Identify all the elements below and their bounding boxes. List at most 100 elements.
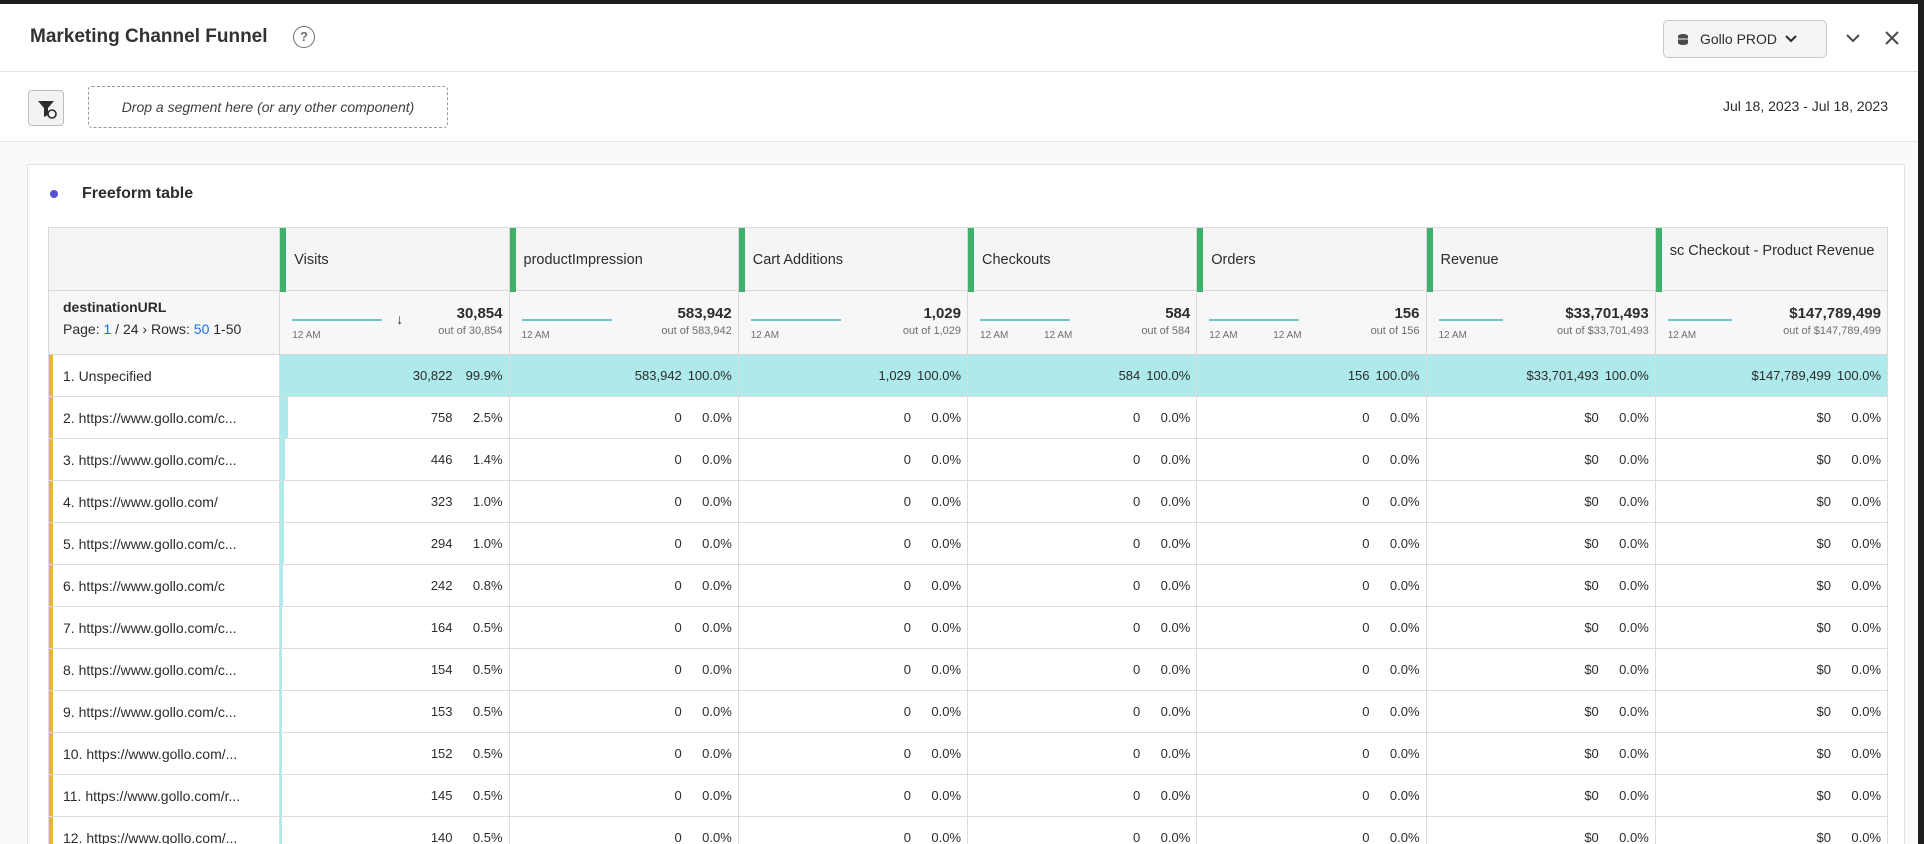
table-row[interactable]: 7. https://www.gollo.com/c... 164 0.5% 0 0.0… bbox=[48, 607, 1888, 649]
table-row[interactable]: 5. https://www.gollo.com/c... 294 1.0% 0 0.0… bbox=[48, 523, 1888, 565]
cell-checkouts[interactable]: 0 0.0% bbox=[968, 439, 1198, 480]
cell-revenue[interactable]: $0 0.0% bbox=[1427, 691, 1656, 732]
cell-orders[interactable]: 0 0.0% bbox=[1197, 649, 1427, 690]
column-header-cart-additions[interactable]: Cart Additions bbox=[738, 228, 968, 292]
cell-revenue[interactable]: $0 0.0% bbox=[1427, 649, 1656, 690]
row-dimension-item[interactable]: 7. https://www.gollo.com/c... bbox=[49, 607, 281, 648]
cell-orders[interactable]: 0 0.0% bbox=[1197, 817, 1427, 844]
dimension-name[interactable]: destinationURL bbox=[63, 299, 167, 315]
table-row[interactable]: 6. https://www.gollo.com/c 242 0.8% 0 0.0% 0 0… bbox=[48, 565, 1888, 607]
table-row[interactable]: 9. https://www.gollo.com/c... 153 0.5% 0 0.0… bbox=[48, 691, 1888, 733]
drag-handle-icon[interactable] bbox=[280, 228, 287, 292]
row-dimension-item[interactable]: 11. https://www.gollo.com/r... bbox=[49, 775, 281, 816]
cell-sc-checkout-product-revenue[interactable]: $0 0.0% bbox=[1656, 397, 1887, 438]
cell-visits[interactable]: 145 0.5% bbox=[280, 775, 510, 816]
cell-cart-additions[interactable]: 0 0.0% bbox=[739, 481, 969, 522]
date-range[interactable]: Jul 18, 2023 - Jul 18, 2023 bbox=[1722, 98, 1888, 114]
cell-visits[interactable]: 140 0.5% bbox=[280, 817, 510, 844]
segment-filter-button[interactable] bbox=[28, 90, 64, 126]
cell-checkouts[interactable]: 0 0.0% bbox=[968, 397, 1198, 438]
cell-productimpression[interactable]: 0 0.0% bbox=[510, 397, 739, 438]
cell-sc-checkout-product-revenue[interactable]: $0 0.0% bbox=[1656, 691, 1887, 732]
cell-productimpression[interactable]: 583,942 100.0% bbox=[509, 355, 739, 396]
drag-handle-icon[interactable] bbox=[509, 228, 516, 292]
cell-productimpression[interactable]: 0 0.0% bbox=[510, 481, 739, 522]
table-row[interactable]: 11. https://www.gollo.com/r... 145 0.5% 0 0.… bbox=[48, 775, 1888, 817]
cell-revenue[interactable]: $0 0.0% bbox=[1427, 565, 1656, 606]
cell-cart-additions[interactable]: 0 0.0% bbox=[739, 817, 969, 844]
cell-sc-checkout-product-revenue[interactable]: $0 0.0% bbox=[1656, 439, 1887, 480]
cell-productimpression[interactable]: 0 0.0% bbox=[510, 691, 739, 732]
row-dimension-item[interactable]: 3. https://www.gollo.com/c... bbox=[49, 439, 281, 480]
column-header-orders[interactable]: Orders bbox=[1197, 228, 1427, 292]
cell-sc-checkout-product-revenue[interactable]: $0 0.0% bbox=[1656, 817, 1887, 844]
cell-orders[interactable]: 0 0.0% bbox=[1197, 691, 1427, 732]
column-header-revenue[interactable]: Revenue bbox=[1426, 228, 1656, 292]
drag-handle-icon[interactable] bbox=[1197, 228, 1204, 292]
drag-handle-icon[interactable] bbox=[1655, 228, 1662, 292]
cell-checkouts[interactable]: 0 0.0% bbox=[968, 649, 1198, 690]
visualization-title[interactable]: Freeform table bbox=[82, 185, 194, 202]
row-dimension-item[interactable]: 5. https://www.gollo.com/c... bbox=[49, 523, 281, 564]
cell-productimpression[interactable]: 0 0.0% bbox=[510, 523, 739, 564]
column-header-productimpression[interactable]: productImpression bbox=[509, 228, 739, 292]
cell-orders[interactable]: 0 0.0% bbox=[1197, 565, 1427, 606]
cell-revenue[interactable]: $0 0.0% bbox=[1427, 481, 1656, 522]
cell-checkouts[interactable]: 584 100.0% bbox=[968, 355, 1198, 396]
cell-sc-checkout-product-revenue[interactable]: $0 0.0% bbox=[1656, 649, 1887, 690]
cell-cart-additions[interactable]: 0 0.0% bbox=[739, 397, 969, 438]
cell-revenue[interactable]: $0 0.0% bbox=[1427, 397, 1656, 438]
cell-revenue[interactable]: $0 0.0% bbox=[1427, 733, 1656, 774]
cell-orders[interactable]: 0 0.0% bbox=[1197, 775, 1427, 816]
page-number-input[interactable]: 1 bbox=[103, 321, 112, 337]
sort-descending-icon[interactable]: ↓ bbox=[396, 311, 404, 327]
cell-visits[interactable]: 153 0.5% bbox=[280, 691, 510, 732]
cell-orders[interactable]: 0 0.0% bbox=[1197, 523, 1427, 564]
row-dimension-item[interactable]: 2. https://www.gollo.com/c... bbox=[49, 397, 281, 438]
table-row[interactable]: 10. https://www.gollo.com/... 152 0.5% 0 0.0… bbox=[48, 733, 1888, 775]
cell-visits[interactable]: 294 1.0% bbox=[280, 523, 510, 564]
collapse-chevron-icon[interactable] bbox=[1843, 28, 1863, 48]
cell-orders[interactable]: 0 0.0% bbox=[1197, 607, 1427, 648]
cell-revenue[interactable]: $0 0.0% bbox=[1427, 607, 1656, 648]
cell-cart-additions[interactable]: 0 0.0% bbox=[739, 607, 969, 648]
next-page-icon[interactable]: › bbox=[142, 321, 148, 337]
cell-productimpression[interactable]: 0 0.0% bbox=[510, 817, 739, 844]
table-row[interactable]: 2. https://www.gollo.com/c... 758 2.5% 0 0.0… bbox=[48, 397, 1888, 439]
cell-sc-checkout-product-revenue[interactable]: $0 0.0% bbox=[1656, 607, 1887, 648]
row-dimension-item[interactable]: 1. Unspecified bbox=[49, 355, 281, 396]
cell-checkouts[interactable]: 0 0.0% bbox=[968, 607, 1198, 648]
cell-visits[interactable]: 154 0.5% bbox=[280, 649, 510, 690]
cell-visits[interactable]: 758 2.5% bbox=[280, 397, 510, 438]
cell-checkouts[interactable]: 0 0.0% bbox=[968, 817, 1198, 844]
cell-visits[interactable]: 164 0.5% bbox=[280, 607, 510, 648]
cell-revenue[interactable]: $0 0.0% bbox=[1427, 439, 1656, 480]
cell-productimpression[interactable]: 0 0.0% bbox=[510, 439, 739, 480]
row-dimension-item[interactable]: 8. https://www.gollo.com/c... bbox=[49, 649, 281, 690]
cell-cart-additions[interactable]: 0 0.0% bbox=[739, 523, 969, 564]
table-row[interactable]: 1. Unspecified 30,822 99.9% 583,942 100.0% 1,… bbox=[48, 355, 1888, 397]
cell-revenue[interactable]: $0 0.0% bbox=[1427, 817, 1656, 844]
report-suite-dropdown[interactable]: Gollo PROD bbox=[1663, 20, 1827, 58]
cell-productimpression[interactable]: 0 0.0% bbox=[510, 565, 739, 606]
cell-sc-checkout-product-revenue[interactable]: $0 0.0% bbox=[1656, 775, 1887, 816]
cell-cart-additions[interactable]: 0 0.0% bbox=[739, 439, 969, 480]
drag-handle-icon[interactable] bbox=[968, 228, 974, 292]
cell-revenue[interactable]: $0 0.0% bbox=[1427, 523, 1656, 564]
help-icon[interactable]: ? bbox=[293, 26, 315, 48]
cell-cart-additions[interactable]: 0 0.0% bbox=[739, 649, 969, 690]
cell-visits[interactable]: 323 1.0% bbox=[280, 481, 510, 522]
cell-sc-checkout-product-revenue[interactable]: $0 0.0% bbox=[1656, 733, 1887, 774]
cell-cart-additions[interactable]: 0 0.0% bbox=[739, 691, 969, 732]
cell-orders[interactable]: 0 0.0% bbox=[1197, 439, 1427, 480]
cell-revenue[interactable]: $0 0.0% bbox=[1427, 775, 1656, 816]
cell-checkouts[interactable]: 0 0.0% bbox=[968, 775, 1198, 816]
cell-orders[interactable]: 0 0.0% bbox=[1197, 397, 1427, 438]
row-dimension-item[interactable]: 10. https://www.gollo.com/... bbox=[49, 733, 281, 774]
cell-productimpression[interactable]: 0 0.0% bbox=[510, 733, 739, 774]
row-dimension-item[interactable]: 4. https://www.gollo.com/ bbox=[49, 481, 281, 522]
cell-productimpression[interactable]: 0 0.0% bbox=[510, 775, 739, 816]
cell-sc-checkout-product-revenue[interactable]: $147,789,499 100.0% bbox=[1655, 355, 1888, 396]
row-dimension-item[interactable]: 9. https://www.gollo.com/c... bbox=[49, 691, 281, 732]
cell-cart-additions[interactable]: 0 0.0% bbox=[739, 733, 969, 774]
